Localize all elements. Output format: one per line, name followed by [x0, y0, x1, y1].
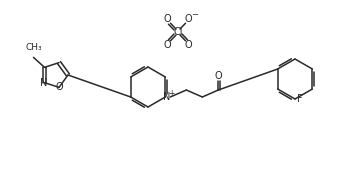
Text: N: N: [163, 92, 170, 102]
Text: Cl: Cl: [173, 27, 183, 37]
Text: CH₃: CH₃: [25, 43, 42, 52]
Text: O: O: [164, 14, 171, 24]
Text: O: O: [215, 71, 222, 81]
Text: O: O: [164, 40, 171, 50]
Text: +: +: [168, 88, 174, 98]
Text: O: O: [185, 40, 192, 50]
Text: F: F: [297, 94, 303, 104]
Text: O: O: [185, 14, 192, 24]
Text: −: −: [191, 10, 198, 19]
Text: N: N: [40, 78, 47, 88]
Text: O: O: [55, 82, 63, 92]
